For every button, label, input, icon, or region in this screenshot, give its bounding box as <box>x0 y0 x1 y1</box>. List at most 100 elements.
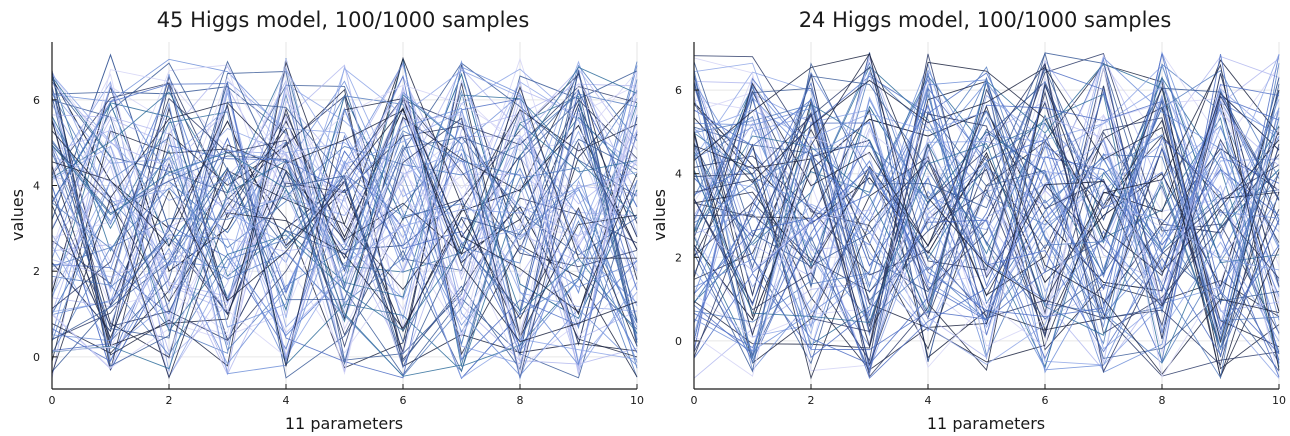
series-line <box>51 94 638 334</box>
series-line <box>51 58 638 354</box>
x-tick-label: 8 <box>517 394 524 407</box>
x-tick-label: 8 <box>1159 394 1166 407</box>
series-line <box>51 63 638 373</box>
series-line <box>693 67 1280 379</box>
series-line <box>693 71 1280 350</box>
series-line <box>693 142 1280 379</box>
x-tick-label: 2 <box>166 394 173 407</box>
chart-2-series <box>693 51 1280 380</box>
chart-2-y-label: values <box>650 189 669 241</box>
x-tick-label: 10 <box>1272 394 1286 407</box>
series-line <box>693 59 1280 363</box>
x-tick-label: 6 <box>1042 394 1049 407</box>
series-line <box>693 64 1280 335</box>
series-line <box>51 81 638 330</box>
series-line <box>51 64 638 354</box>
y-tick-label: 2 <box>33 265 40 278</box>
series-line <box>51 74 638 358</box>
series-line <box>51 98 638 379</box>
series-line <box>693 112 1280 359</box>
series-line <box>51 80 638 362</box>
series-line <box>693 97 1280 347</box>
series-line <box>693 88 1280 378</box>
series-line <box>693 85 1280 357</box>
series-line <box>693 61 1280 348</box>
chart-1-y-ticks: 0 2 4 6 <box>33 94 57 364</box>
series-line <box>693 62 1280 373</box>
series-line <box>693 52 1280 358</box>
x-tick-label: 10 <box>630 394 644 407</box>
series-line <box>51 64 638 264</box>
series-line <box>693 53 1280 371</box>
series-line <box>693 139 1280 353</box>
chart-1-series <box>51 53 638 380</box>
y-tick-label: 0 <box>675 335 682 348</box>
x-tick-label: 4 <box>925 394 932 407</box>
series-line <box>51 76 638 343</box>
series-line <box>693 53 1280 353</box>
series-line <box>51 76 638 352</box>
series-line <box>693 96 1280 321</box>
series-line <box>51 72 638 367</box>
chart-2-x-ticks: 0 2 4 6 8 10 <box>691 384 1286 407</box>
series-line <box>51 92 638 379</box>
series-line <box>51 97 638 379</box>
y-tick-label: 6 <box>675 84 682 97</box>
series-line <box>51 81 638 345</box>
series-line <box>693 82 1280 375</box>
series-line <box>51 60 638 373</box>
series-line <box>51 72 638 378</box>
x-tick-label: 6 <box>400 394 407 407</box>
series-line <box>693 51 1280 337</box>
chart-2-y-ticks: 0 2 4 6 <box>675 84 699 348</box>
series-line <box>693 52 1280 302</box>
chart-2-title: 24 Higgs model, 100/1000 samples <box>799 8 1172 32</box>
series-line <box>693 63 1280 379</box>
series-line <box>693 72 1280 378</box>
series-line <box>693 126 1280 320</box>
series-line <box>693 77 1280 365</box>
series-line <box>51 66 638 377</box>
series-line <box>693 137 1280 379</box>
series-line <box>51 73 638 336</box>
series-line <box>51 83 638 356</box>
y-tick-label: 4 <box>675 168 682 181</box>
series-line <box>51 60 638 366</box>
series-line <box>693 54 1280 364</box>
series-line <box>693 69 1280 364</box>
series-line <box>693 117 1280 350</box>
series-line <box>51 71 638 365</box>
chart-1-x-ticks: 0 2 4 6 8 10 <box>49 384 644 407</box>
series-line <box>693 53 1280 304</box>
series-line <box>51 85 638 374</box>
series-line <box>51 64 638 369</box>
chart-2: 24 Higgs model, 100/1000 samples 0 2 4 6 8 10… <box>650 8 1286 433</box>
x-tick-label: 4 <box>283 394 290 407</box>
series-line <box>51 74 638 361</box>
chart-2-x-label: 11 parameters <box>927 414 1045 432</box>
series-line <box>51 69 638 321</box>
series-line <box>51 60 638 329</box>
series-line <box>51 89 638 333</box>
series-line <box>51 82 638 379</box>
series-line <box>693 87 1280 371</box>
x-tick-label: 0 <box>691 394 698 407</box>
chart-1-x-label: 11 parameters <box>285 414 403 432</box>
series-line <box>693 51 1280 379</box>
series-line <box>51 134 638 372</box>
series-line <box>693 62 1280 372</box>
series-line <box>51 83 638 345</box>
chart-1: 45 Higgs model, 100/1000 samples 0 2 4 6 8 10… <box>8 8 644 433</box>
series-line <box>693 52 1280 371</box>
series-line <box>51 71 638 321</box>
series-line <box>693 111 1280 366</box>
series-line <box>51 107 638 365</box>
x-tick-label: 0 <box>49 394 56 407</box>
y-tick-label: 2 <box>675 251 682 264</box>
series-line <box>51 93 638 267</box>
series-line <box>51 83 638 361</box>
series-line <box>693 53 1280 354</box>
y-tick-label: 4 <box>33 180 40 193</box>
series-line <box>51 79 638 372</box>
